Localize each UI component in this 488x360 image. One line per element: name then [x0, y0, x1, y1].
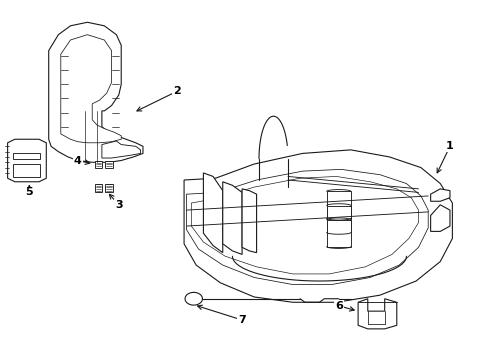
Circle shape — [20, 144, 34, 153]
Polygon shape — [242, 189, 256, 253]
Polygon shape — [183, 150, 451, 302]
Circle shape — [81, 42, 94, 52]
Polygon shape — [8, 139, 46, 182]
Polygon shape — [191, 176, 418, 274]
Text: 4: 4 — [74, 156, 81, 166]
Text: 6: 6 — [334, 301, 342, 311]
Polygon shape — [430, 205, 449, 231]
Polygon shape — [326, 206, 350, 233]
Polygon shape — [186, 169, 427, 284]
Polygon shape — [13, 164, 41, 177]
Polygon shape — [105, 184, 112, 192]
Polygon shape — [203, 173, 223, 253]
Polygon shape — [326, 192, 350, 218]
Polygon shape — [13, 153, 41, 159]
Text: 7: 7 — [238, 315, 245, 325]
Polygon shape — [95, 161, 102, 168]
Text: 1: 1 — [445, 141, 453, 151]
Text: 3: 3 — [115, 200, 122, 210]
Polygon shape — [357, 299, 396, 329]
Polygon shape — [61, 35, 121, 143]
Polygon shape — [95, 184, 102, 192]
Polygon shape — [102, 141, 140, 158]
Text: 5: 5 — [25, 188, 33, 197]
Polygon shape — [430, 189, 449, 201]
Polygon shape — [223, 182, 242, 255]
Polygon shape — [326, 220, 350, 247]
Text: 2: 2 — [173, 86, 181, 96]
Polygon shape — [49, 22, 142, 162]
Polygon shape — [105, 161, 112, 168]
